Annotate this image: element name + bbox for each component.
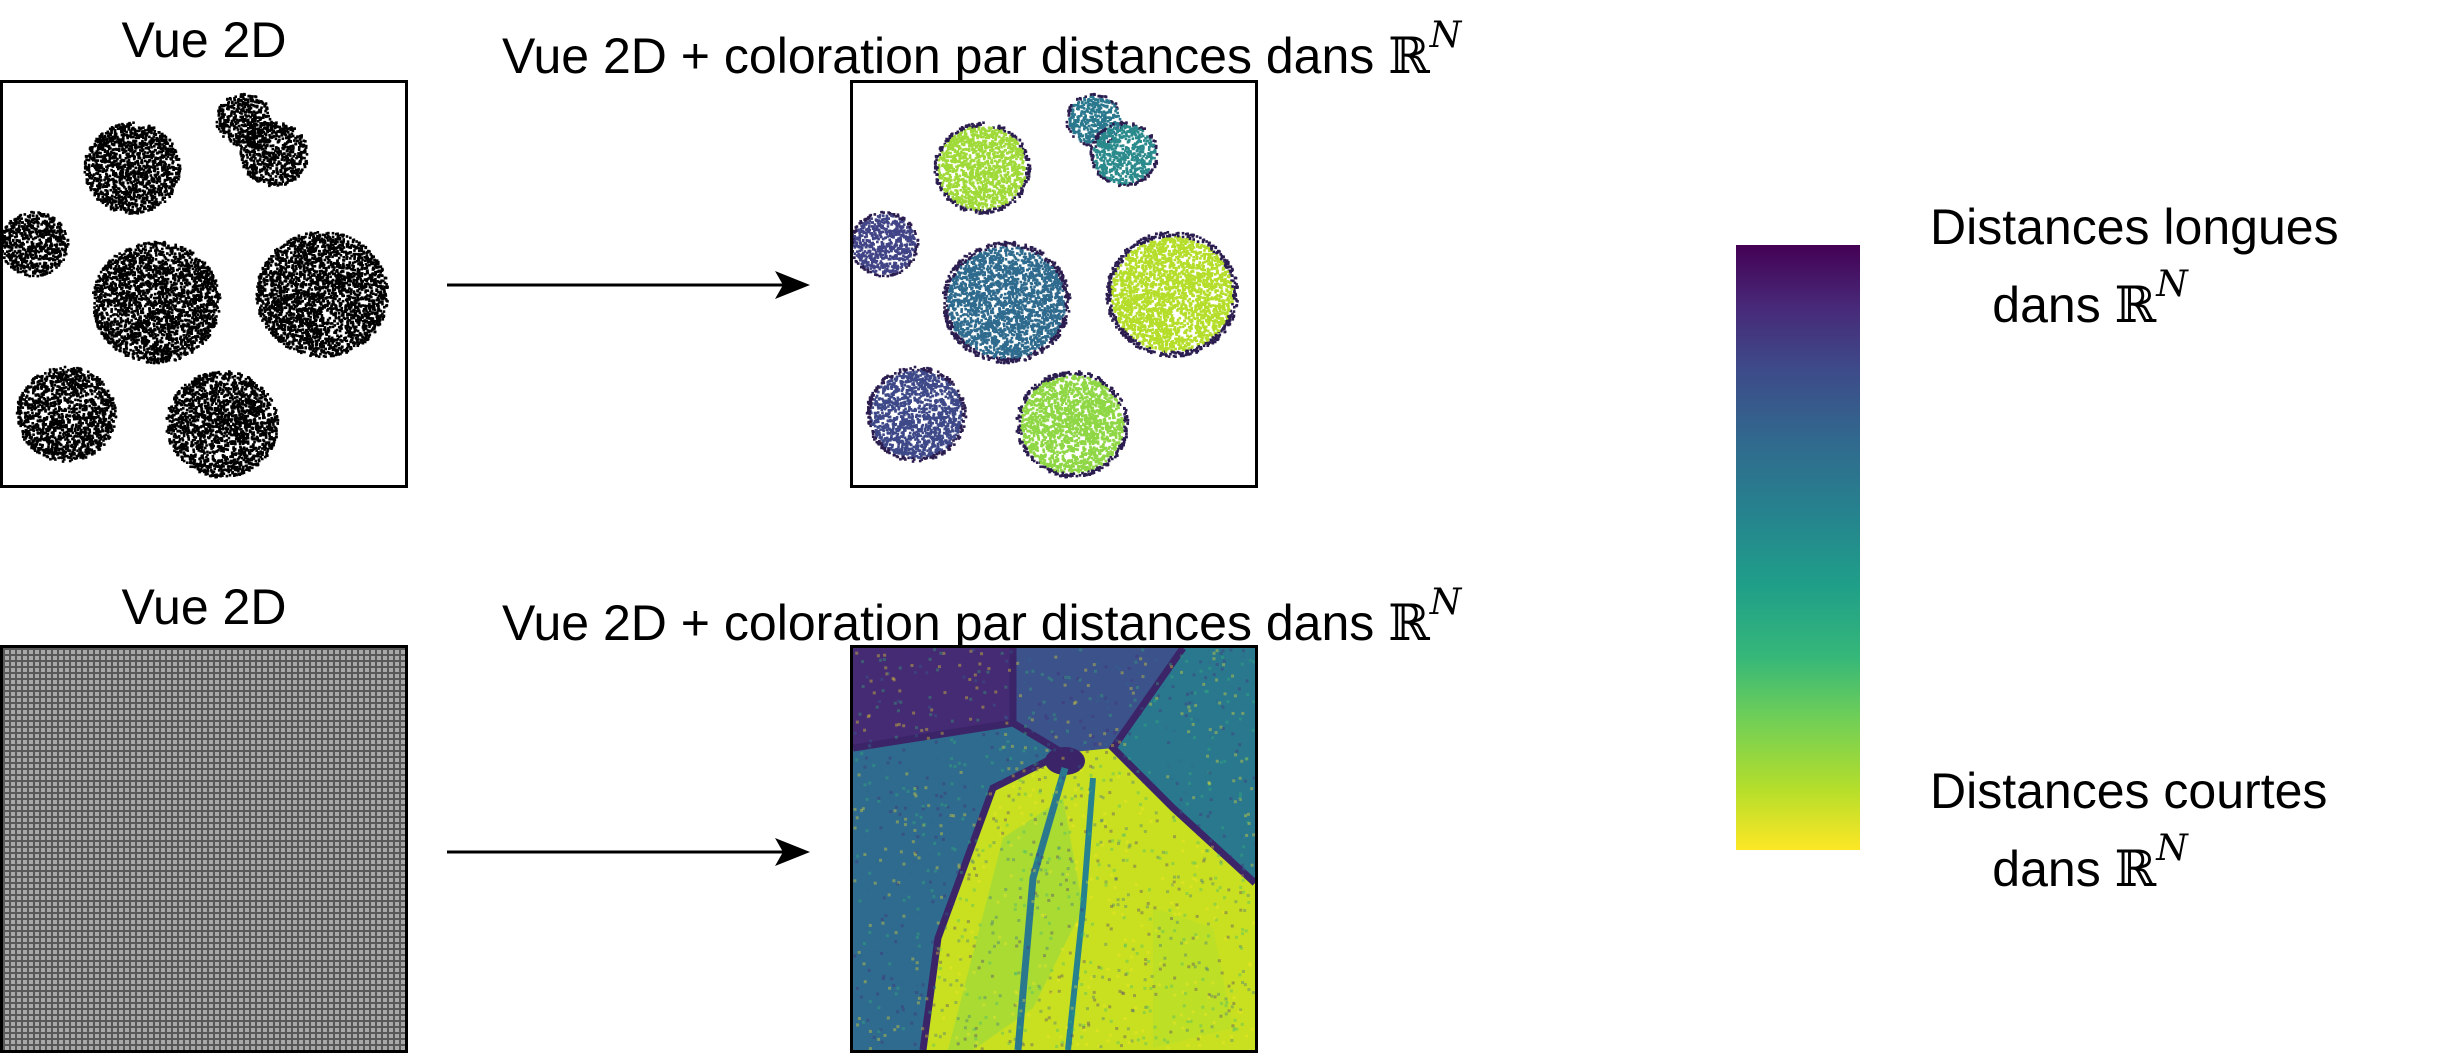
colored-cluster-1 [934, 121, 1032, 214]
legend-long-distances: Distances longues dans ℝN [1930, 198, 2250, 334]
real-numbers-symbol: ℝ [1388, 594, 1430, 652]
cluster-8 [166, 370, 280, 478]
bottom-left-grid-panel [0, 645, 408, 1053]
top-left-title: Vue 2D [0, 15, 408, 65]
legend-long-line1: Distances longues [1930, 198, 2250, 256]
top-right-colored-plot [853, 83, 1255, 485]
legend-short-distances: Distances courtes dans ℝN [1930, 762, 2250, 898]
top-right-title-text: Vue 2D + coloration par distances dans [502, 28, 1388, 84]
top-left-scatter-plot [3, 83, 405, 485]
top-left-scatter-panel [0, 80, 408, 488]
dimension-superscript: N [1430, 15, 1462, 56]
bottom-left-grid-plot [3, 648, 405, 1050]
top-arrow [445, 265, 825, 305]
cluster-7 [16, 366, 117, 463]
legend-long-line2: dans ℝN [1930, 256, 2250, 334]
cluster-3 [240, 121, 309, 187]
legend-short-line1: Distances courtes [1930, 762, 2250, 820]
colored-cluster-6 [1105, 231, 1238, 358]
dimension-superscript: N [1430, 582, 1462, 623]
legend-short-line2: dans ℝN [1930, 820, 2250, 898]
top-right-colored-panel [850, 80, 1258, 488]
top-right-title: Vue 2D + coloration par distances dans ℝ… [502, 18, 1461, 81]
distance-colorbar [1736, 245, 1860, 850]
real-numbers-symbol: ℝ [1388, 27, 1430, 85]
real-numbers-symbol: ℝ [2115, 276, 2157, 334]
real-numbers-symbol: ℝ [2115, 840, 2157, 898]
bottom-right-colored-panel [850, 645, 1258, 1053]
bottom-right-colored-map [853, 648, 1255, 1050]
bottom-arrow [445, 832, 825, 872]
colored-cluster-4 [853, 211, 919, 278]
cluster-6 [255, 231, 388, 358]
bottom-left-title: Vue 2D [0, 582, 408, 632]
bottom-right-title-text: Vue 2D + coloration par distances dans [502, 595, 1388, 651]
colored-cluster-7 [866, 366, 967, 463]
colored-cluster-3 [1090, 121, 1159, 187]
dimension-superscript: N [2156, 828, 2188, 869]
cluster-5 [92, 241, 221, 365]
colored-cluster-5 [942, 241, 1071, 365]
dimension-superscript: N [2156, 264, 2188, 305]
cluster-4 [3, 211, 69, 278]
bottom-right-title: Vue 2D + coloration par distances dans ℝ… [502, 585, 1461, 648]
colored-cluster-8 [1016, 370, 1130, 478]
cluster-1 [84, 121, 182, 214]
